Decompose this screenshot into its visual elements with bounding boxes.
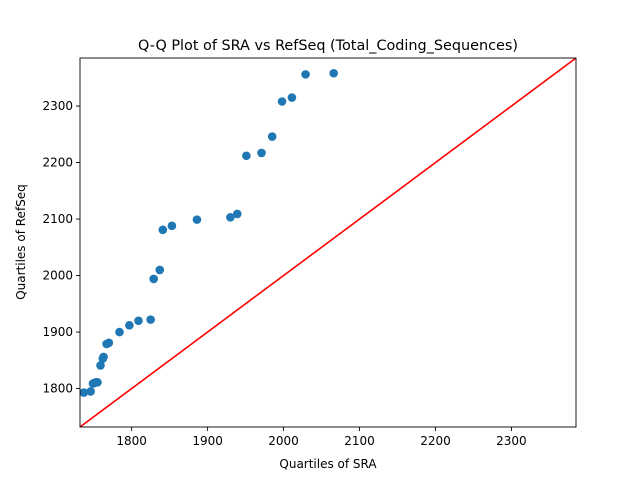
y-tick-label: 2000 — [42, 269, 73, 283]
data-point — [99, 352, 108, 362]
data-point — [134, 316, 143, 326]
chart-title: Q-Q Plot of SRA vs RefSeq (Total_Coding_… — [138, 38, 518, 54]
data-point — [115, 327, 124, 337]
data-point — [155, 265, 165, 275]
data-point — [257, 148, 266, 158]
data-point — [226, 213, 235, 222]
y-tick-label: 1800 — [42, 382, 73, 396]
y-tick-label: 2200 — [42, 156, 73, 170]
data-point — [287, 93, 297, 102]
x-axis-title: Quartiles of SRA — [279, 457, 377, 471]
x-tick-label: 1900 — [192, 434, 223, 448]
data-point — [232, 209, 242, 219]
data-point — [242, 151, 251, 161]
x-tick-label: 2100 — [344, 434, 375, 448]
x-tick-label: 1800 — [116, 434, 147, 448]
data-point — [146, 315, 155, 324]
data-point — [86, 387, 95, 396]
data-point — [104, 338, 114, 348]
y-tick-label: 1900 — [42, 325, 73, 339]
data-point — [93, 378, 102, 387]
x-tick-label: 2000 — [268, 434, 299, 448]
x-tick-label: 2200 — [420, 434, 451, 448]
data-point — [277, 97, 287, 106]
x-tick-label: 2300 — [496, 434, 527, 448]
data-point — [80, 388, 89, 397]
data-point — [167, 221, 177, 231]
y-tick-label: 2100 — [42, 212, 73, 226]
data-point — [329, 68, 338, 78]
data-point — [158, 225, 168, 235]
data-point — [149, 274, 158, 284]
plot-area: 1800 1900 2000 2100 2200 2300 1800 1900 2000 2100… — [42, 57, 577, 448]
y-tick-label: 2300 — [42, 99, 73, 113]
y-axis-title: Quartiles of RefSeq — [14, 184, 28, 300]
data-point — [267, 132, 277, 141]
data-point — [125, 320, 134, 330]
data-point — [192, 215, 202, 224]
data-point — [301, 70, 310, 79]
axes-frame — [79, 57, 577, 428]
data-point — [96, 361, 105, 370]
reference-line — [80, 58, 576, 427]
